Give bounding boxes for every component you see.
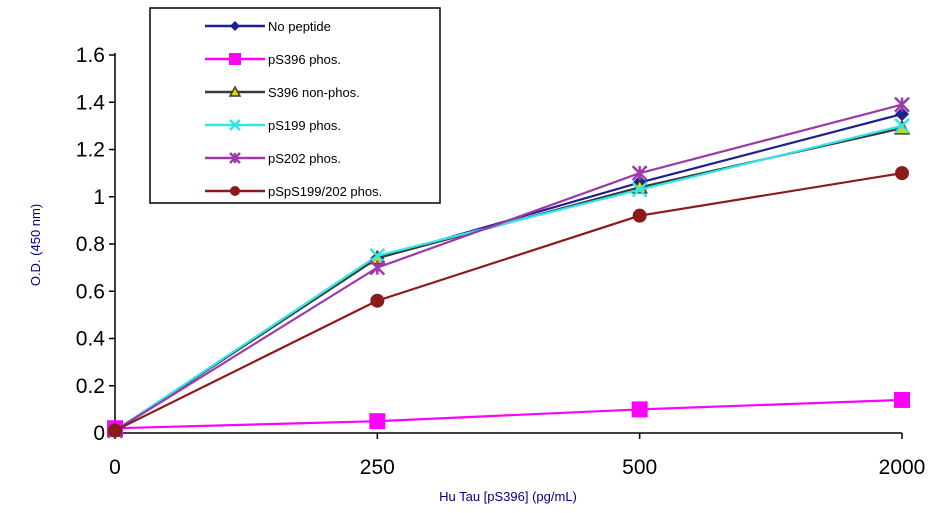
series-1 [107,391,910,437]
y-tick-label: 0.8 [76,233,105,256]
legend-label: pS396 phos. [268,52,341,67]
legend-swatch-marker [230,186,240,196]
legend-swatch-marker [229,152,241,164]
legend-item: No peptide [205,19,331,34]
y-tick-label: 1.2 [76,139,105,162]
data-point [369,413,386,430]
x-tick-label: 250 [360,456,395,479]
data-point [895,166,909,181]
legend-label: S396 non-phos. [268,85,360,100]
y-tick-label: 1 [93,186,105,209]
axes [114,53,902,434]
series-line [114,124,903,432]
data-point [631,165,648,182]
legend-box [149,7,441,204]
data-point [370,293,385,308]
x-tick-label: 500 [622,456,657,479]
legend-swatch-marker [228,85,242,97]
legend-item: S396 non-phos. [205,85,360,100]
data-point [894,391,910,408]
x-axis-title: Hu Tau [pS396] (pg/mL) [439,489,577,504]
legend-item: pS396 phos. [205,52,341,67]
legend-swatch-marker [230,21,240,31]
legend: No peptide pS396 phos. S396 non-phos. pS199… [149,7,441,204]
series-line [114,103,903,432]
data-point [369,247,386,264]
legend-item: pS202 phos. [205,151,341,166]
data-point [369,259,386,276]
legend-item: pS199 phos. [205,118,341,133]
series-5 [108,166,909,438]
y-tick-label: 1.6 [76,44,105,67]
series-layer [106,96,911,439]
data-point [895,107,909,122]
y-tick-label: 0.4 [76,328,106,351]
data-point [631,181,648,198]
x-tick-label: 0 [109,456,121,479]
y-tick-label: 0 [93,422,105,445]
legend-label: No peptide [268,19,331,34]
y-tick-label: 0.2 [76,375,105,398]
series-line [114,398,903,430]
series-line [114,172,903,432]
data-point [894,96,910,113]
data-point [632,208,647,223]
y-axis-ticks: 0 0.2 0.4 0.6 0.8 1 1.2 1.4 1.6 [76,44,115,445]
data-point [894,117,910,134]
legend-label: pS202 phos. [268,151,341,166]
data-point [108,423,122,438]
y-tick-label: 0.6 [76,280,105,303]
x-axis-ticks: 0 250 500 2000 [109,433,925,479]
legend-swatch-marker [229,119,241,131]
legend-label: pSpS199/202 phos. [268,184,382,199]
y-tick-label: 1.4 [76,91,106,114]
x-tick-label: 2000 [879,456,926,479]
legend-swatch-marker [229,53,241,65]
data-point [631,401,648,418]
y-axis-title: O.D. (450 nm) [28,204,43,286]
legend-label: pS199 phos. [268,118,341,133]
legend-item: pSpS199/202 phos. [205,184,382,199]
